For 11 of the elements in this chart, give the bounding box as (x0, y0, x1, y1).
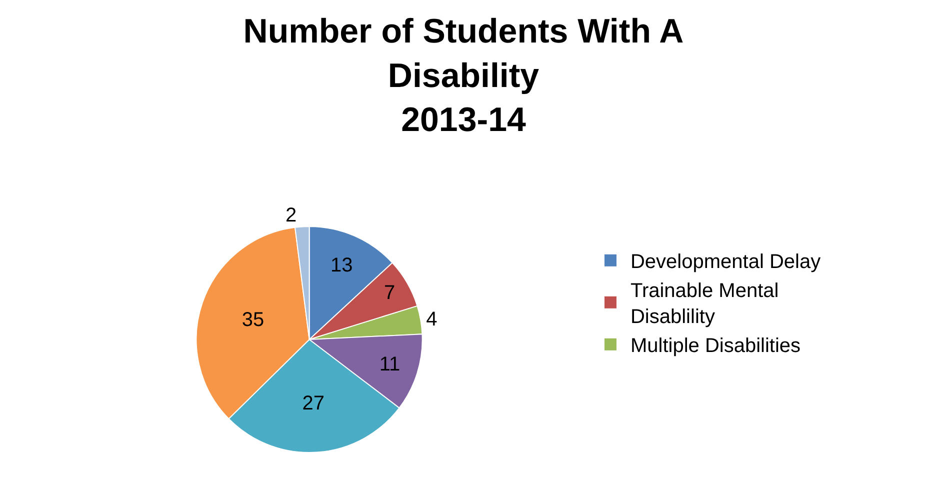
chart-title: Number of Students With A Disability 2013-14 (243, 12, 684, 139)
data-label: 2 (286, 204, 297, 227)
data-label: 4 (426, 308, 438, 331)
legend-label: Trainable Mental Disablility (630, 280, 779, 328)
data-label: 11 (379, 353, 400, 376)
data-label: 27 (302, 392, 325, 415)
legend-label: Developmental Delay (630, 251, 821, 274)
data-label: 7 (384, 282, 396, 304)
data-label: 13 (330, 254, 353, 277)
legend-label: Multiple Disabilities (630, 335, 801, 358)
data-label: 35 (242, 308, 264, 331)
